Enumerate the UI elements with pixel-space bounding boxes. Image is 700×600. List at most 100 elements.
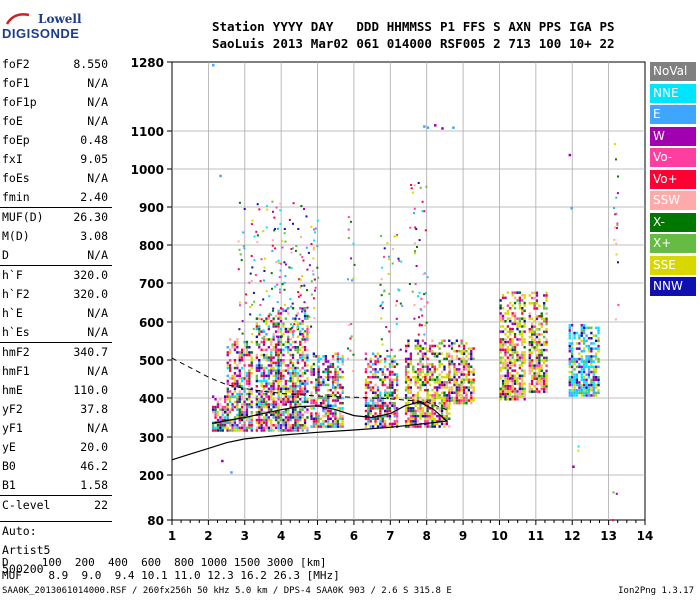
echo-point xyxy=(573,337,576,340)
echo-point xyxy=(543,335,546,339)
echo-point xyxy=(404,373,408,376)
echo-point xyxy=(219,403,222,406)
echo-point xyxy=(458,388,461,392)
echo-point xyxy=(391,391,394,394)
echo-point xyxy=(590,347,593,350)
echo-point xyxy=(260,382,263,385)
echo-point xyxy=(250,351,253,354)
echo-point xyxy=(289,366,292,370)
echo-point xyxy=(372,401,375,405)
sparse-echo-point xyxy=(352,242,355,245)
sparse-echo-point xyxy=(414,283,417,285)
sparse-echo-point xyxy=(244,301,247,304)
echo-point xyxy=(535,299,539,302)
echo-point xyxy=(303,411,307,414)
echo-point xyxy=(274,351,278,354)
echo-point xyxy=(426,357,429,361)
echo-point xyxy=(289,390,292,393)
echo-point xyxy=(248,369,251,372)
echo-point xyxy=(580,376,583,379)
echo-point xyxy=(245,418,249,422)
sparse-echo-point xyxy=(284,275,287,277)
echo-point xyxy=(419,401,422,405)
param-value: 340.7 xyxy=(73,345,108,359)
echo-point xyxy=(585,326,588,330)
sparse-echo-point xyxy=(297,295,300,298)
echo-point xyxy=(445,404,448,407)
echo-point xyxy=(384,391,387,394)
sparse-echo-point xyxy=(270,272,273,275)
param-name: h`E xyxy=(2,306,23,320)
echo-point xyxy=(229,348,232,352)
echo-point xyxy=(303,340,307,344)
echo-point xyxy=(260,411,263,414)
header-values-row: SaoLuis 2013 Mar02 061 014000 RSF005 2 713 100 10… xyxy=(212,35,622,52)
sparse-echo-point xyxy=(310,293,313,296)
echo-point xyxy=(329,409,332,413)
echo-point xyxy=(409,425,412,428)
echo-point xyxy=(472,381,475,384)
echo-point xyxy=(511,369,514,372)
sparse-echo-point xyxy=(302,335,305,338)
echo-point xyxy=(216,426,220,430)
echo-point xyxy=(364,422,368,426)
echo-point xyxy=(274,411,278,414)
sparse-echo-point xyxy=(577,449,580,452)
echo-point xyxy=(426,420,429,423)
echo-point xyxy=(303,398,307,401)
echo-point xyxy=(274,374,278,378)
echo-point xyxy=(322,420,325,423)
sparse-echo-point xyxy=(263,279,265,282)
sparse-echo-point xyxy=(424,229,427,232)
echo-point xyxy=(388,362,392,366)
echo-point xyxy=(426,362,429,366)
echo-point xyxy=(440,383,444,387)
echo-point xyxy=(291,377,295,380)
echo-point xyxy=(277,390,280,393)
echo-point xyxy=(291,385,295,388)
echo-point xyxy=(334,378,337,381)
echo-point xyxy=(424,381,427,384)
echo-point xyxy=(506,309,509,313)
echo-point xyxy=(284,330,287,333)
echo-point xyxy=(299,426,302,430)
echo-point xyxy=(255,374,258,378)
echo-point xyxy=(379,360,382,363)
echo-point xyxy=(279,416,283,419)
echo-point xyxy=(590,394,593,397)
echo-point xyxy=(587,350,591,353)
sparse-echo-point xyxy=(249,272,252,275)
echo-point xyxy=(287,338,290,341)
echo-point xyxy=(270,353,273,357)
echo-point xyxy=(443,375,446,379)
echo-point xyxy=(521,353,524,357)
echo-point xyxy=(462,381,466,384)
echo-point xyxy=(260,353,263,357)
echo-point xyxy=(214,416,217,419)
echo-point xyxy=(409,396,412,400)
echo-point xyxy=(521,385,524,388)
header-label: IGA xyxy=(569,19,592,34)
echo-point xyxy=(509,333,512,336)
sparse-echo-point xyxy=(258,208,261,211)
sparse-echo-point xyxy=(423,272,426,275)
echo-point xyxy=(501,364,505,367)
echo-point xyxy=(523,395,526,398)
sparse-echo-point xyxy=(347,228,350,231)
echo-point xyxy=(453,342,456,345)
echo-point xyxy=(592,376,595,379)
echo-point xyxy=(324,357,327,361)
echo-point xyxy=(391,370,394,374)
y-tick-label: 1100 xyxy=(131,125,164,139)
echo-point xyxy=(472,368,475,371)
sparse-echo-point xyxy=(616,227,618,229)
echo-point xyxy=(296,366,299,370)
echo-point xyxy=(513,379,517,383)
y-tick-label: 1000 xyxy=(131,163,164,177)
echo-point xyxy=(272,392,275,396)
echo-point xyxy=(341,425,344,428)
sparse-echo-point xyxy=(290,266,293,269)
echo-point xyxy=(504,395,507,398)
echo-point xyxy=(233,348,237,352)
echo-point xyxy=(436,352,439,355)
